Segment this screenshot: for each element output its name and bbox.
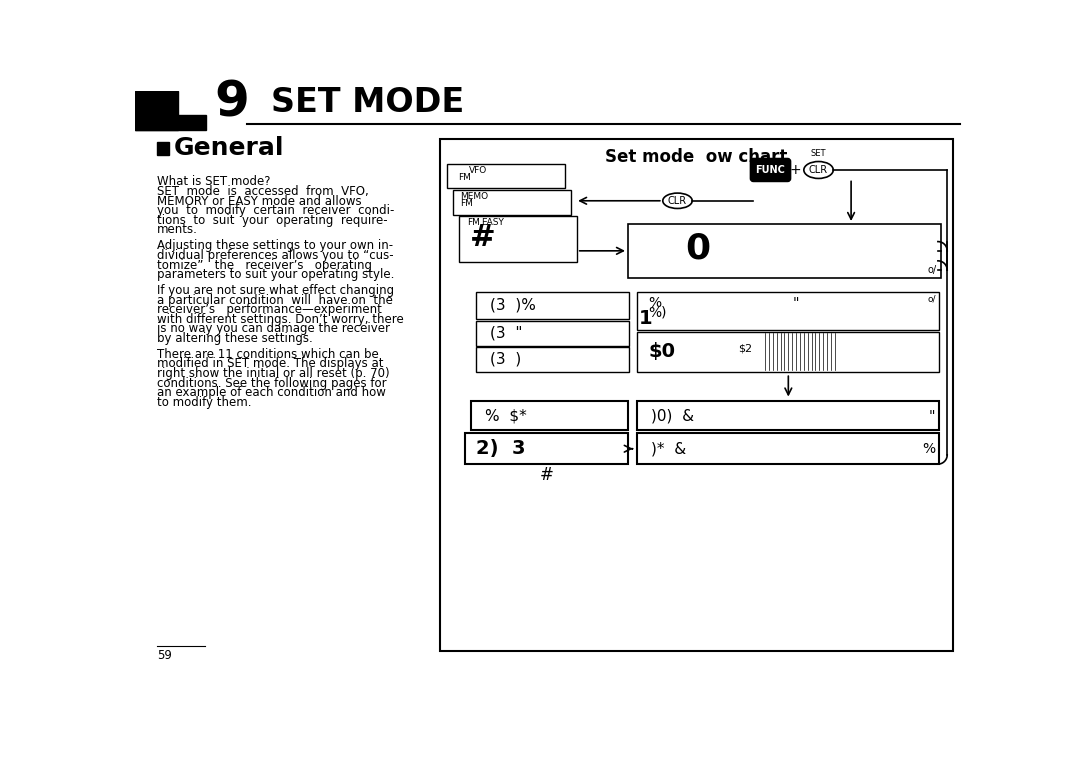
Text: #: # — [540, 466, 553, 485]
Text: CLR: CLR — [809, 165, 828, 175]
Text: Set mode  ow chart: Set mode ow chart — [605, 149, 787, 166]
Text: #: # — [470, 223, 496, 252]
Text: MEMO: MEMO — [460, 192, 488, 201]
Text: a particular condition  will  have on  the: a particular condition will have on the — [157, 293, 392, 306]
Text: %  $*: % $* — [485, 408, 526, 423]
Text: you  to  modify  certain  receiver  condi-: you to modify certain receiver condi- — [157, 204, 394, 217]
Bar — [135, 91, 177, 130]
Text: %: % — [922, 442, 935, 456]
Text: FUNC: FUNC — [756, 165, 785, 175]
Text: tomize”   the   receiver’s   operating: tomize” the receiver’s operating — [157, 258, 372, 271]
Text: 59: 59 — [157, 649, 172, 662]
Text: by altering these settings.: by altering these settings. — [157, 332, 312, 345]
Text: +: + — [789, 163, 801, 177]
Bar — [447, 164, 565, 188]
Text: %: % — [648, 296, 661, 310]
Text: $2: $2 — [738, 344, 752, 354]
Text: to modify them.: to modify them. — [157, 396, 252, 409]
Text: (3  ": (3 " — [490, 325, 523, 341]
Text: tions  to  suit  your  operating  require-: tions to suit your operating require- — [157, 214, 388, 227]
Text: with different settings. Don’t worry, there: with different settings. Don’t worry, th… — [157, 313, 404, 326]
Text: SET MODE: SET MODE — [271, 85, 464, 119]
Text: FM: FM — [467, 219, 480, 228]
Bar — [471, 401, 627, 431]
Text: ": " — [793, 296, 799, 310]
Text: SET  mode  is  accessed  from  VFO,: SET mode is accessed from VFO, — [157, 185, 368, 198]
Text: 2)  3: 2) 3 — [476, 439, 526, 458]
Text: EASY: EASY — [481, 219, 503, 228]
Text: parameters to suit your operating style.: parameters to suit your operating style. — [157, 268, 394, 281]
Text: FM: FM — [458, 173, 471, 182]
Text: SET: SET — [811, 149, 826, 158]
Text: conditions. See the following pages for: conditions. See the following pages for — [157, 376, 387, 389]
Text: FM: FM — [460, 199, 473, 208]
Bar — [459, 216, 577, 262]
Bar — [157, 142, 170, 155]
Text: %): %) — [648, 306, 666, 319]
Text: 1: 1 — [638, 309, 652, 328]
Bar — [453, 190, 570, 215]
Text: What is SET mode?: What is SET mode? — [157, 175, 270, 188]
Text: VFO: VFO — [469, 166, 487, 175]
Bar — [637, 331, 940, 372]
Text: is no way you can damage the receiver: is no way you can damage the receiver — [157, 322, 390, 335]
FancyBboxPatch shape — [751, 158, 791, 181]
Text: $0: $0 — [648, 342, 675, 361]
Text: If you are not sure what effect changing: If you are not sure what effect changing — [157, 284, 394, 297]
Text: modified in SET mode. The displays at: modified in SET mode. The displays at — [157, 357, 383, 370]
Bar — [440, 139, 953, 652]
Text: ments.: ments. — [157, 223, 198, 236]
Text: an example of each condition and how: an example of each condition and how — [157, 386, 386, 399]
Text: o/: o/ — [927, 295, 935, 304]
Text: 9: 9 — [214, 78, 248, 126]
Bar — [637, 292, 940, 330]
Text: (3  ): (3 ) — [490, 352, 522, 367]
Bar — [637, 401, 940, 431]
Bar — [476, 321, 630, 345]
Text: Adjusting these settings to your own in-: Adjusting these settings to your own in- — [157, 239, 393, 252]
Text: )*  &: )* & — [651, 441, 687, 456]
Text: o/: o/ — [928, 264, 937, 274]
Text: receiver’s   performance—experiment: receiver’s performance—experiment — [157, 303, 381, 316]
Bar — [476, 347, 630, 372]
Bar — [465, 434, 627, 464]
Bar — [637, 434, 940, 464]
Text: )0)  &: )0) & — [651, 408, 694, 423]
Bar — [476, 292, 630, 319]
Text: ": " — [929, 408, 935, 423]
Text: (3  )%: (3 )% — [490, 298, 536, 313]
Text: right show the initial or all reset (p. 70): right show the initial or all reset (p. … — [157, 367, 389, 380]
Text: CLR: CLR — [667, 196, 687, 206]
Text: General: General — [174, 136, 284, 161]
Text: MEMORY or EASY mode and allows: MEMORY or EASY mode and allows — [157, 194, 362, 207]
Bar — [135, 114, 206, 130]
Text: dividual preferences allows you to “cus-: dividual preferences allows you to “cus- — [157, 249, 393, 262]
Text: There are 11 conditions which can be: There are 11 conditions which can be — [157, 347, 378, 361]
Bar — [627, 224, 941, 278]
Text: 0: 0 — [685, 232, 711, 265]
